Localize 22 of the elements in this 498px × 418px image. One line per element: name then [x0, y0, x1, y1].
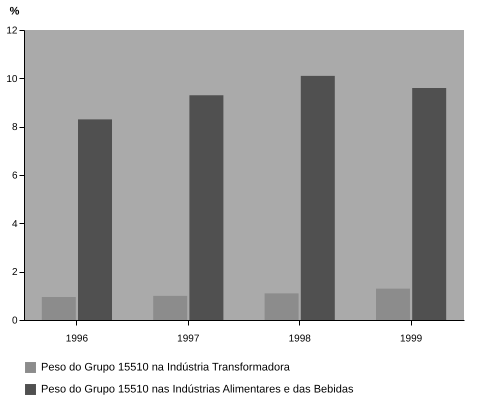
bar — [412, 88, 446, 320]
x-tick-label: 1999 — [400, 334, 423, 344]
y-tick-label: 4 — [12, 218, 18, 230]
bar — [42, 297, 76, 320]
legend-label: Peso do Grupo 15510 na Indústria Transformadora — [41, 362, 291, 374]
legend-label: Peso do Grupo 15510 nas Indústrias Alimentares e das Bebidas — [41, 384, 354, 396]
y-axis-title: % — [10, 6, 20, 18]
x-tick-label: 1998 — [288, 334, 312, 344]
x-tick-label: 1996 — [66, 334, 88, 344]
y-tick-label: 12 — [6, 26, 18, 36]
bar — [189, 95, 224, 320]
bar — [300, 76, 335, 320]
y-tick-label: 2 — [12, 267, 18, 278]
y-tick-label: 6 — [12, 170, 18, 182]
y-tick-label: 10 — [6, 74, 18, 85]
bar — [78, 119, 112, 320]
y-tick-label: 0 — [12, 316, 18, 326]
x-tick-label: 1997 — [177, 334, 200, 344]
bar — [376, 288, 410, 320]
bar — [153, 296, 188, 320]
bar — [264, 293, 299, 320]
y-tick-label: 8 — [12, 122, 18, 134]
